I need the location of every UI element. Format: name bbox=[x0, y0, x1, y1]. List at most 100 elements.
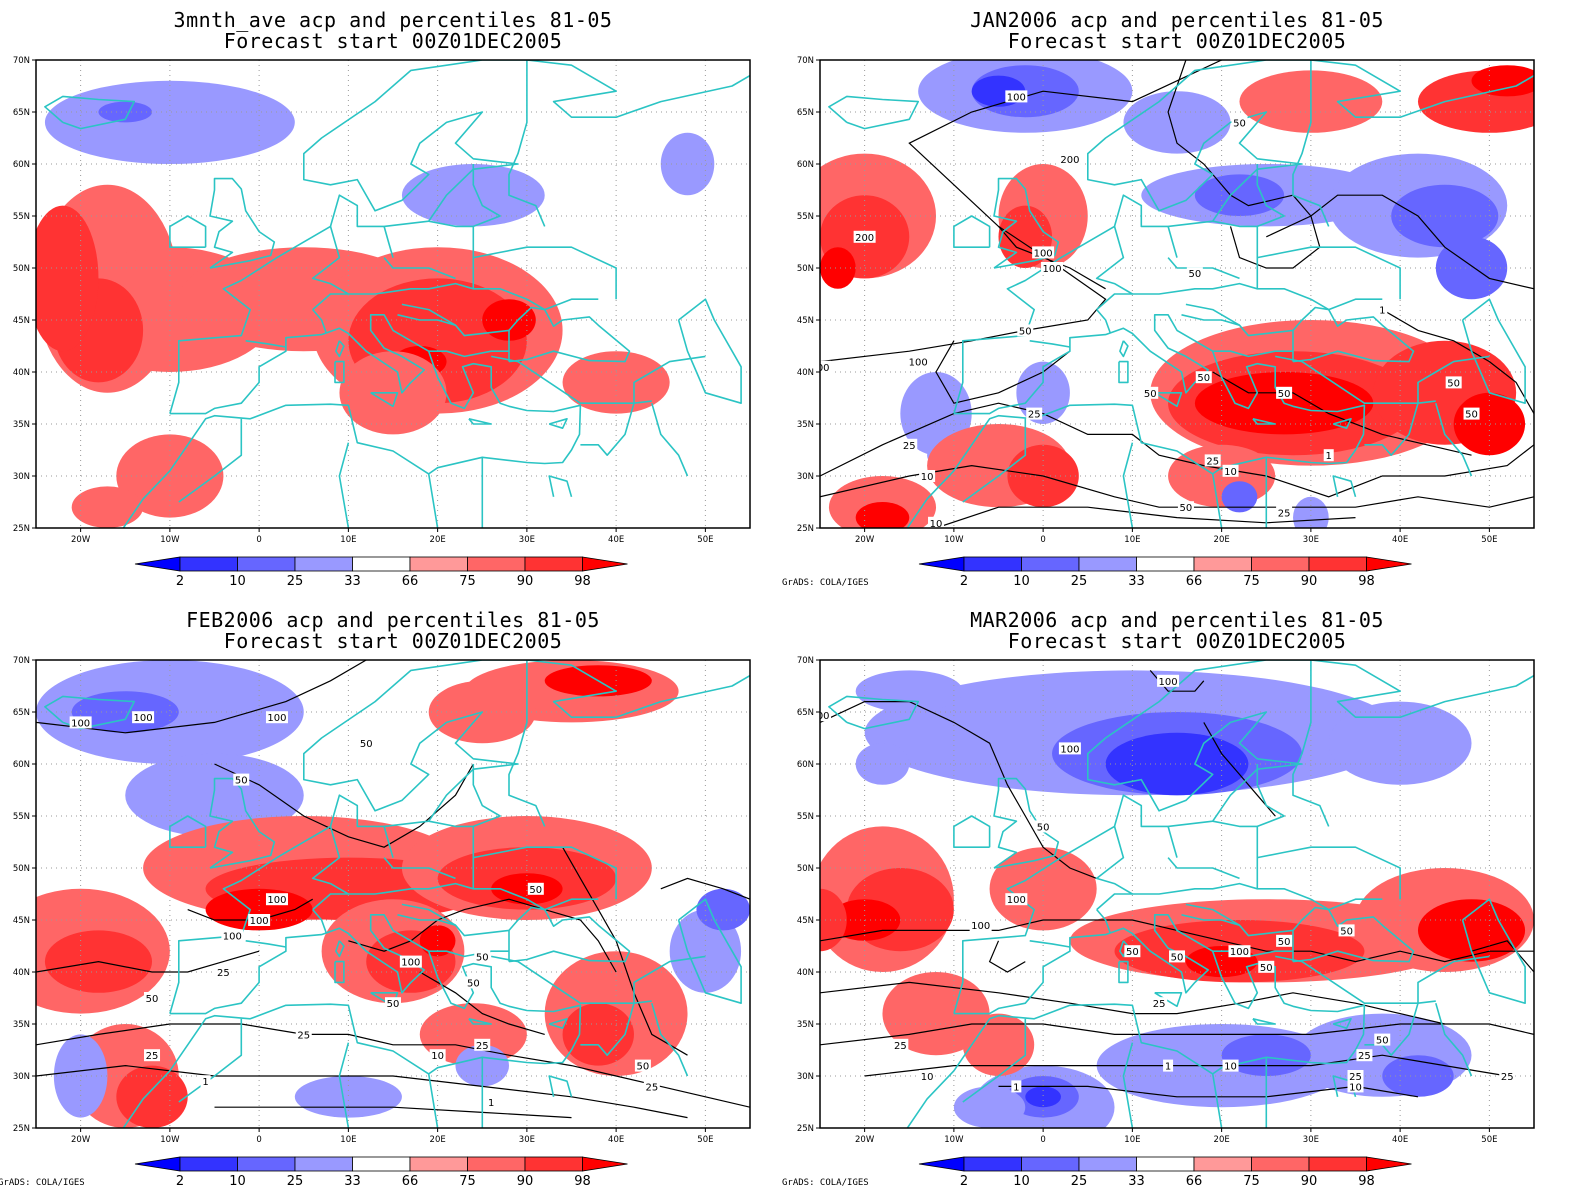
coastline bbox=[178, 418, 243, 503]
colorbar-label: 98 bbox=[1358, 574, 1375, 589]
colorbar-label: 98 bbox=[574, 574, 591, 589]
colorbar-label: 33 bbox=[344, 574, 361, 589]
lat-label: 65N bbox=[13, 708, 30, 718]
coastline bbox=[312, 909, 327, 933]
contour-label: 10 bbox=[921, 472, 934, 483]
lon-label: 30E bbox=[1303, 535, 1319, 545]
contour-label-bg bbox=[295, 1028, 312, 1041]
lon-label: 10E bbox=[340, 1135, 356, 1145]
colorbar-segment bbox=[963, 1156, 1022, 1172]
contour-label-bg bbox=[1204, 454, 1221, 467]
coastline bbox=[953, 215, 991, 248]
contour-label: 1 bbox=[202, 1077, 208, 1088]
contour-label-bg bbox=[1058, 742, 1081, 755]
contour-label: 25 bbox=[1278, 508, 1291, 519]
lat-label: 70N bbox=[13, 56, 30, 66]
colorbar-segment bbox=[524, 1156, 583, 1172]
contour-label-bg bbox=[1058, 152, 1081, 165]
colorbar-segment bbox=[294, 1156, 353, 1172]
percentile-shading bbox=[855, 670, 963, 712]
contour-label: 1 bbox=[1013, 1082, 1019, 1093]
lat-label: 30N bbox=[797, 472, 814, 482]
percentile-shading bbox=[1417, 899, 1526, 962]
contour-label-bg bbox=[1222, 464, 1239, 477]
coastline bbox=[828, 95, 919, 130]
coastline bbox=[953, 815, 991, 848]
colorbar-segment bbox=[582, 1156, 628, 1172]
contour-label-bg bbox=[1231, 116, 1248, 129]
lat-label: 30N bbox=[797, 1072, 814, 1082]
lon-label: 20W bbox=[71, 1135, 91, 1145]
lat-label: 55N bbox=[13, 212, 30, 222]
percentile-shading bbox=[855, 502, 910, 528]
contour-line bbox=[820, 700, 1097, 879]
coastline bbox=[1310, 898, 1383, 911]
contour-line bbox=[820, 402, 1534, 498]
contour-label: 200 bbox=[1060, 155, 1079, 166]
coastline bbox=[312, 309, 327, 333]
contour-line bbox=[864, 1054, 1508, 1077]
percentile-shading bbox=[44, 80, 295, 164]
contour-label-bg bbox=[221, 929, 244, 942]
coastline bbox=[1029, 940, 1071, 948]
lat-label: 55N bbox=[797, 812, 814, 822]
colorbar-label: 25 bbox=[1071, 1174, 1088, 1189]
contour-line bbox=[214, 1106, 572, 1119]
lon-label: 0 bbox=[1040, 535, 1045, 545]
coastline bbox=[338, 442, 350, 528]
colorbar-label: 90 bbox=[1301, 1174, 1318, 1189]
contour-label-bg bbox=[919, 1070, 936, 1082]
coastline bbox=[548, 475, 573, 498]
colorbar-label: 98 bbox=[574, 1174, 591, 1189]
percentile-shading bbox=[419, 1003, 527, 1066]
contour-line bbox=[660, 877, 750, 900]
coastline bbox=[1417, 355, 1490, 404]
coastline bbox=[209, 777, 276, 869]
colorbar-segment bbox=[179, 1156, 238, 1172]
contour-label-bg bbox=[399, 955, 422, 968]
contour-label-bg bbox=[634, 1059, 651, 1072]
grads-credit: GrADS: COLA/IGES bbox=[782, 1178, 869, 1188]
lon-label: 40E bbox=[608, 1135, 624, 1145]
colorbar-segment bbox=[524, 556, 583, 572]
percentile-shading bbox=[482, 299, 536, 341]
coastline bbox=[1096, 909, 1111, 933]
coastline bbox=[651, 1002, 689, 1077]
colorbar-label: 75 bbox=[459, 574, 476, 589]
lon-label: 20W bbox=[71, 535, 91, 545]
coastline bbox=[335, 340, 345, 358]
coastline bbox=[1118, 960, 1129, 984]
contour-line bbox=[998, 1085, 1419, 1098]
colorbar-label: 33 bbox=[1128, 574, 1145, 589]
panel-subtitle: Forecast start 00Z01DEC2005 bbox=[223, 629, 563, 653]
lat-label: 40N bbox=[13, 968, 30, 978]
coastline bbox=[1332, 475, 1357, 498]
coastline bbox=[245, 940, 287, 948]
map-frame bbox=[819, 659, 1535, 1129]
contour-label-bg bbox=[1186, 267, 1203, 280]
coastline bbox=[651, 402, 689, 477]
contour-label: 25 bbox=[903, 441, 916, 452]
contour-label: 50 bbox=[1180, 503, 1193, 514]
coastline bbox=[633, 355, 706, 404]
contour-label: 100 bbox=[267, 713, 286, 724]
contour-line bbox=[419, 971, 545, 1035]
colorbar-label: 2 bbox=[960, 1174, 968, 1189]
colorbar: 2 10 25 33 66 75 90 98 bbox=[918, 556, 1412, 589]
contour-label: 50 bbox=[360, 739, 373, 750]
coastline bbox=[580, 1002, 635, 1057]
contour-label-bg bbox=[144, 992, 161, 1004]
contour-label-bg bbox=[1276, 386, 1293, 399]
coastline bbox=[311, 826, 349, 895]
contour-label: 25 bbox=[476, 1041, 489, 1052]
lon-label: 30E bbox=[519, 1135, 535, 1145]
colorbar-label: 2 bbox=[176, 574, 184, 589]
percentile-shading bbox=[1293, 496, 1329, 528]
contour-label: 50 bbox=[1376, 1036, 1389, 1047]
coastline bbox=[169, 60, 750, 414]
contour-label-bg bbox=[132, 711, 155, 724]
contour-label: 100 bbox=[971, 921, 990, 932]
colorbar-segment bbox=[352, 556, 411, 572]
lon-label: 10E bbox=[340, 535, 356, 545]
